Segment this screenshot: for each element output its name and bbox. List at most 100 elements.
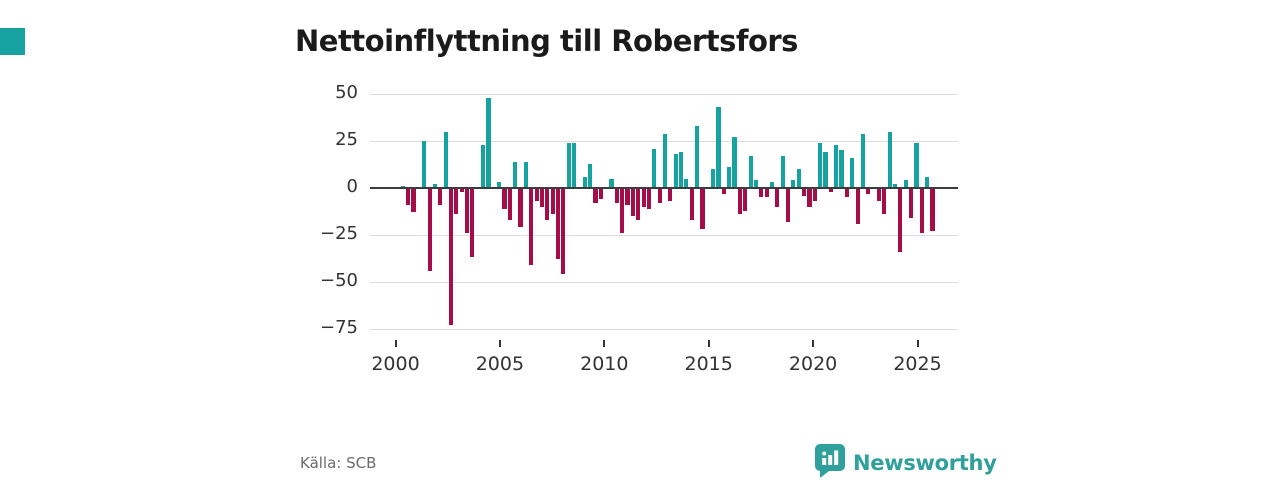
bar: [497, 182, 502, 188]
bar: [470, 188, 475, 258]
x-axis-label: 2015: [684, 353, 733, 375]
bar: [464, 188, 470, 234]
bar: [834, 144, 839, 188]
bar: [727, 167, 732, 188]
x-axis-tick: [707, 340, 710, 347]
bar: [684, 178, 689, 188]
bar: [636, 188, 641, 220]
bar: [743, 188, 748, 211]
x-axis-tick: [394, 340, 397, 347]
bar: [689, 188, 694, 220]
newsworthy-logo-icon: [815, 444, 845, 482]
bar: [438, 188, 443, 205]
x-axis-label: 2020: [788, 353, 838, 375]
y-axis-label: −75: [320, 316, 358, 338]
x-axis-label: 2000: [371, 353, 420, 375]
bar: [903, 180, 908, 188]
bar: [925, 176, 930, 188]
bar: [892, 184, 898, 188]
bar: [930, 188, 935, 232]
bar: [448, 188, 454, 325]
bar: [780, 156, 785, 188]
bar: [898, 188, 903, 252]
x-axis-label: 2025: [893, 353, 942, 375]
y-axis-label: −25: [320, 222, 358, 244]
bar: [839, 150, 844, 188]
bar: [620, 188, 625, 234]
newsworthy-logo: Newsworthy: [815, 444, 997, 482]
bar: [598, 188, 603, 200]
bar: [454, 188, 459, 215]
bar: [593, 188, 598, 203]
bar: [860, 133, 866, 188]
bar: [459, 188, 464, 192]
bar: [909, 188, 914, 219]
bar: [529, 188, 534, 265]
bar: [850, 157, 855, 188]
bar: [876, 188, 882, 202]
bar: [668, 188, 673, 202]
bar: [748, 156, 753, 188]
bar: [513, 161, 518, 188]
bar: [732, 137, 737, 188]
bar: [775, 188, 780, 207]
x-axis-tick: [916, 340, 919, 347]
bar: [764, 188, 769, 198]
bar: [919, 188, 924, 234]
bar: [630, 188, 635, 217]
y-axis-label: 25: [335, 129, 358, 151]
bar: [823, 152, 828, 188]
bar: [561, 188, 566, 275]
bar: [678, 152, 684, 188]
bar: [700, 188, 705, 230]
bar: [481, 144, 486, 188]
bar: [711, 169, 716, 188]
bar: [866, 188, 871, 194]
bar: [657, 188, 662, 203]
bar: [882, 188, 887, 215]
bar: [432, 184, 438, 188]
bar: [539, 188, 545, 207]
bar: [695, 126, 700, 188]
bar: [716, 107, 721, 188]
bar: [812, 188, 817, 202]
y-axis-label: 0: [346, 176, 358, 197]
y-axis-label: 50: [335, 82, 358, 104]
bar: [571, 142, 577, 188]
bar: [646, 188, 652, 209]
source-text: Källa: SCB: [300, 454, 377, 472]
bar: [406, 188, 411, 205]
bar: [609, 178, 614, 188]
bar: [662, 133, 668, 188]
bar: [721, 188, 726, 194]
bar: [785, 188, 791, 222]
gridline: [370, 281, 958, 283]
bar: [422, 141, 427, 188]
bar: [427, 188, 432, 271]
bar: [443, 131, 448, 188]
x-axis-label: 2010: [580, 353, 629, 375]
x-axis-label: 2005: [475, 353, 525, 375]
bar: [566, 142, 571, 188]
gridline: [370, 328, 958, 330]
bar: [582, 176, 587, 188]
gridline: [370, 94, 958, 96]
bar: [614, 188, 619, 203]
bar: [502, 188, 507, 209]
bar: [759, 188, 764, 198]
bar: [769, 182, 775, 188]
newsworthy-wordmark: Newsworthy: [853, 451, 997, 475]
bar: [802, 188, 807, 196]
bar: [550, 188, 555, 215]
bar: [737, 188, 742, 215]
bar: [486, 97, 491, 188]
accent-square: [0, 28, 25, 55]
bar: [753, 180, 759, 188]
bar: [855, 188, 860, 224]
chart-title: Nettoinflyttning till Robertsfors: [295, 24, 798, 59]
gridline: [370, 234, 958, 236]
bar: [796, 169, 801, 188]
bar: [641, 188, 646, 207]
x-axis-tick: [498, 340, 501, 347]
zero-line: [370, 187, 958, 189]
